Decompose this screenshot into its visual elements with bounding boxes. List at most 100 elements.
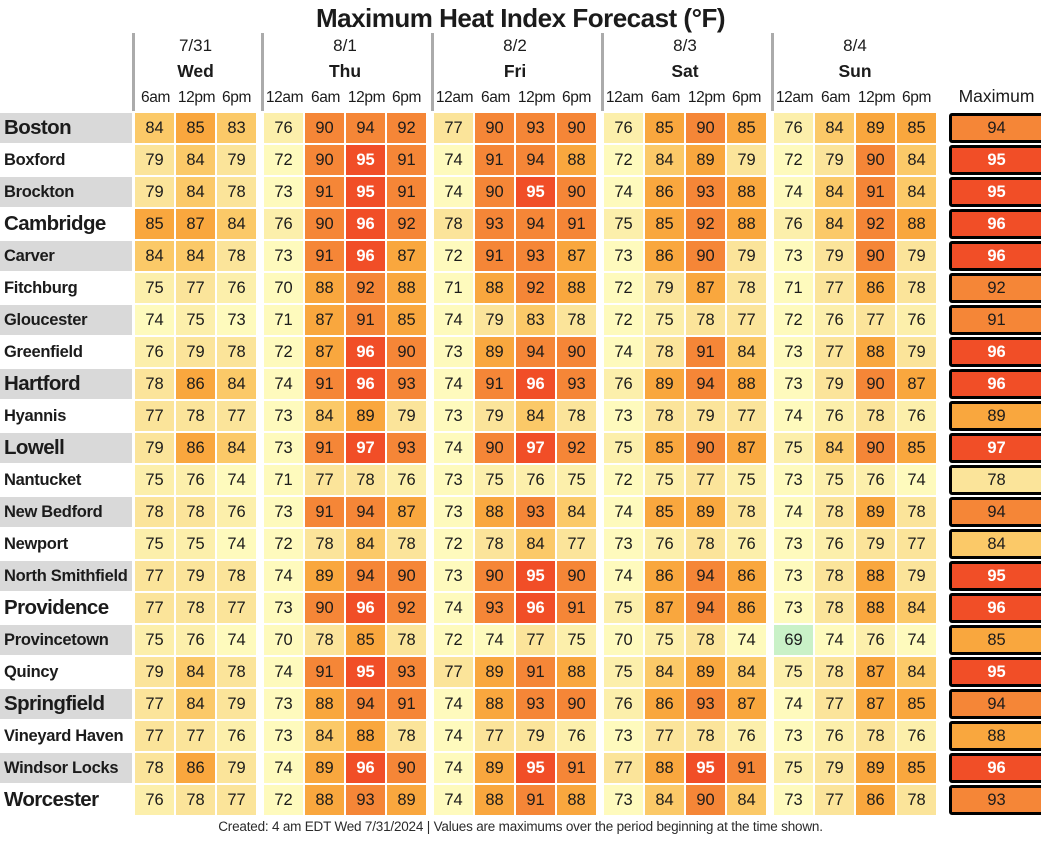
day-group: 78 93 94 91: [431, 209, 596, 239]
heat-cell: 84: [135, 113, 174, 143]
heat-cell: 88: [856, 337, 895, 367]
heat-cell: 84: [516, 401, 555, 431]
heat-cell: 90: [475, 177, 514, 207]
day-group: 74 89 95 91: [431, 753, 596, 783]
max-cell: 78: [949, 465, 1041, 495]
day-group: 84 85 83: [132, 113, 256, 143]
heat-cell: 74: [217, 625, 256, 655]
heat-cell: 79: [645, 273, 684, 303]
heat-cell: 91: [387, 177, 426, 207]
city-label: Brockton: [0, 177, 132, 207]
day-group: 70 78 85 78: [261, 625, 426, 655]
heat-cell: 88: [475, 689, 514, 719]
day-group: 73 84 90 84: [601, 785, 766, 815]
day-group: 74 77 79 76: [431, 721, 596, 751]
heat-cell: 89: [856, 753, 895, 783]
heat-cell: 73: [264, 689, 303, 719]
heat-cell: 78: [815, 497, 854, 527]
heat-cell: 79: [135, 177, 174, 207]
heat-cell: 77: [815, 273, 854, 303]
heat-cell: 74: [604, 177, 643, 207]
day-group: 74 89 96 90: [261, 753, 426, 783]
day-group: 76 90 94 92: [261, 113, 426, 143]
heat-cell: 75: [135, 465, 174, 495]
day-group: 70 88 92 88: [261, 273, 426, 303]
max-cell: 93: [949, 785, 1041, 815]
heat-cell: 75: [645, 305, 684, 335]
day-group: 76 86 93 87: [601, 689, 766, 719]
heat-cell: 79: [387, 401, 426, 431]
city-label: Nantucket: [4, 470, 82, 489]
city-label: Carver: [0, 241, 132, 271]
city-label: Hyannis: [4, 406, 67, 425]
day-group: 74 86 93 88: [601, 177, 766, 207]
city-label: Lowell: [0, 433, 132, 463]
heat-cell: 93: [346, 785, 385, 815]
heat-cell: 73: [434, 561, 473, 591]
heat-cell: 84: [176, 145, 215, 175]
heat-cell: 83: [516, 305, 555, 335]
heat-cell: 90: [305, 113, 344, 143]
heat-cell: 78: [176, 497, 215, 527]
heat-cell: 76: [176, 465, 215, 495]
heat-cell: 77: [897, 529, 936, 559]
time-labels: 12am 6am 12pm 6pm: [604, 85, 766, 111]
heat-cell: 89: [387, 785, 426, 815]
heat-cell: 78: [135, 753, 174, 783]
heat-cell: 75: [557, 465, 596, 495]
heat-cell: 88: [305, 273, 344, 303]
heat-cell: 76: [604, 113, 643, 143]
heat-cell: 76: [897, 305, 936, 335]
heat-cell: 84: [346, 529, 385, 559]
heat-cell: 74: [897, 465, 936, 495]
heat-cell: 91: [557, 593, 596, 623]
heat-cell: 86: [645, 561, 684, 591]
date-label: 8/4: [843, 36, 867, 55]
time-label: 6am: [481, 89, 510, 106]
heat-cell: 78: [434, 209, 473, 239]
heat-cell: 78: [176, 593, 215, 623]
heat-cell: 91: [475, 145, 514, 175]
heat-cell: 85: [897, 433, 936, 463]
heat-cell: 84: [135, 241, 174, 271]
table-row: Provincetown 75 76 74 70 78 85 78 72 74 77 75 70 75 78…: [0, 625, 1041, 655]
heat-cell: 91: [305, 497, 344, 527]
heat-cell: 88: [387, 273, 426, 303]
heat-cell: 94: [346, 689, 385, 719]
day-group: 74 78 91 84: [601, 337, 766, 367]
heat-cell: 79: [135, 657, 174, 687]
heat-cell: 72: [264, 337, 303, 367]
table-row: Springfield 77 84 79 73 88 94 91 74 88 93 90 76 86 93 8…: [0, 689, 1041, 719]
day-group: 75 77 76: [132, 273, 256, 303]
heat-cell: 76: [557, 721, 596, 751]
heat-cell: 85: [727, 113, 766, 143]
day-group: 79 84 78: [132, 177, 256, 207]
heat-cell: 87: [645, 593, 684, 623]
city-label: Greenfield: [4, 342, 83, 361]
heat-cell: 90: [686, 113, 725, 143]
heat-cell: 84: [897, 145, 936, 175]
heat-cell: 89: [686, 497, 725, 527]
heat-cell: 77: [434, 657, 473, 687]
table-row: Fitchburg 75 77 76 70 88 92 88 71 88 92 88 72 79 87 78 7…: [0, 273, 1041, 303]
heat-cell: 76: [264, 113, 303, 143]
heat-cell: 78: [475, 529, 514, 559]
heat-cell: 92: [387, 113, 426, 143]
footer-note: Created: 4 am EDT Wed 7/31/2024 | Values…: [218, 819, 823, 834]
heat-cell: 74: [434, 721, 473, 751]
day-group: 73 75 76 74: [771, 465, 936, 495]
heat-cell: 74: [774, 497, 813, 527]
table-row: Boston 84 85 83 76 90 94 92 77 90 93 90 76 85 90 85 76 84…: [0, 113, 1041, 143]
day-group-header: 8/3 Sat 12am 6am 12pm 6pm: [601, 33, 766, 111]
heat-cell: 76: [774, 209, 813, 239]
heat-cell: 74: [475, 625, 514, 655]
heat-cell: 94: [686, 369, 725, 399]
heat-cell: 78: [897, 497, 936, 527]
table-header: 7/31 Wed 6am 12pm 6pm 8/1 Thu 12am 6am 12pm 6pm 8/2…: [0, 33, 1041, 111]
table-row: Hyannis 77 78 77 73 84 89 79 73 79 84 78 73 78 79 77 74 7…: [0, 401, 1041, 431]
time-label: 12pm: [687, 89, 726, 106]
heat-cell: 74: [604, 561, 643, 591]
heat-cell: 76: [856, 625, 895, 655]
heat-cell: 84: [897, 177, 936, 207]
city-label: Vineyard Haven: [4, 726, 124, 745]
